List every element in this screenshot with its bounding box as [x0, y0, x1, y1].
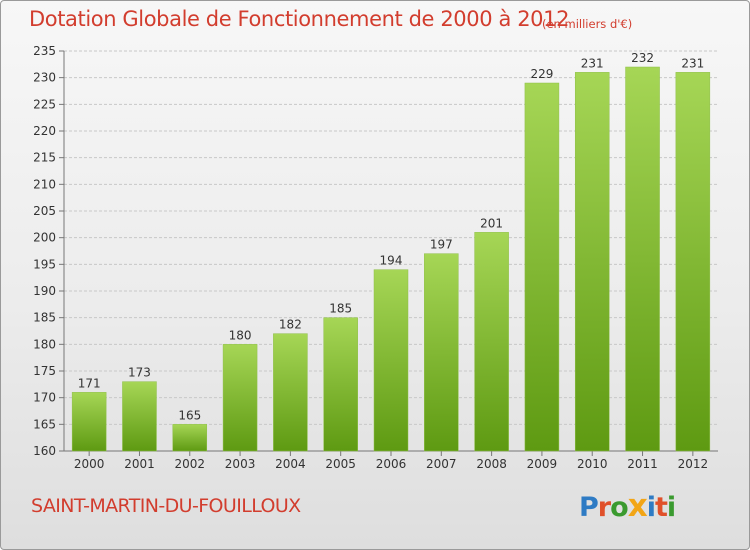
x-tick-label: 2009 — [527, 457, 558, 471]
labels: 160 165 170 175 180 185 190 195 200 205 210 215 220 2… — [33, 44, 708, 471]
bar — [474, 232, 509, 452]
bar — [172, 424, 208, 452]
y-tick-label: 210 — [33, 177, 56, 191]
x-tick-label: 2011 — [627, 457, 658, 471]
x-tick-label: 2006 — [376, 457, 407, 471]
data-label: 182 — [279, 318, 302, 332]
y-tick-label: 190 — [33, 284, 56, 298]
data-label: 232 — [631, 51, 654, 65]
proxiti-logo: Proxiti — [579, 488, 676, 524]
y-tick-label: 185 — [33, 311, 56, 325]
data-label: 197 — [430, 238, 453, 252]
commune-name: SAINT-MARTIN-DU-FOUILLOUX — [31, 495, 301, 517]
x-tick-label: 2012 — [678, 457, 709, 471]
bar — [373, 269, 409, 452]
x-tick-label: 2010 — [577, 457, 608, 471]
y-tick-label: 165 — [33, 417, 56, 431]
x-tick-label: 2002 — [174, 457, 205, 471]
bar — [71, 392, 107, 452]
x-tick-label: 2005 — [325, 457, 356, 471]
x-tick-label: 2004 — [275, 457, 306, 471]
data-label: 201 — [480, 216, 503, 230]
y-tick-label: 170 — [33, 391, 56, 405]
data-label: 231 — [581, 56, 604, 70]
y-tick-label: 200 — [33, 231, 56, 245]
x-tick-label: 2007 — [426, 457, 457, 471]
data-label: 171 — [78, 376, 101, 390]
data-label: 194 — [380, 254, 403, 268]
data-label: 185 — [329, 302, 352, 316]
bar — [524, 82, 560, 452]
x-tick-label: 2001 — [124, 457, 155, 471]
x-tick-label: 2003 — [225, 457, 256, 471]
bar — [574, 72, 610, 452]
y-tick-label: 160 — [33, 444, 56, 458]
y-tick-label: 205 — [33, 204, 56, 218]
bar — [323, 317, 358, 452]
data-label: 229 — [530, 67, 553, 81]
bars — [71, 66, 711, 452]
y-tick-label: 225 — [33, 97, 56, 111]
data-label: 173 — [128, 366, 151, 380]
bar — [625, 66, 660, 452]
svg-text:Proxiti: Proxiti — [579, 488, 675, 524]
data-label: 231 — [681, 56, 704, 70]
bar — [273, 333, 308, 452]
bar — [424, 253, 459, 452]
y-tick-label: 215 — [33, 151, 56, 165]
y-tick-label: 235 — [33, 44, 56, 58]
data-label: 165 — [178, 408, 201, 422]
bar — [222, 344, 258, 452]
chart-subtitle: (en milliers d'€) — [542, 17, 633, 31]
y-tick-label: 180 — [33, 337, 56, 351]
x-tick-label: 2000 — [74, 457, 105, 471]
x-tick-label: 2008 — [476, 457, 507, 471]
y-tick-label: 175 — [33, 364, 56, 378]
y-tick-label: 220 — [33, 124, 56, 138]
data-label: 180 — [229, 328, 252, 342]
y-tick-label: 195 — [33, 257, 56, 271]
bar — [122, 381, 157, 452]
bar — [675, 72, 711, 452]
chart-title: Dotation Globale de Fonctionnement de 20… — [29, 7, 570, 31]
y-tick-label: 230 — [33, 71, 56, 85]
